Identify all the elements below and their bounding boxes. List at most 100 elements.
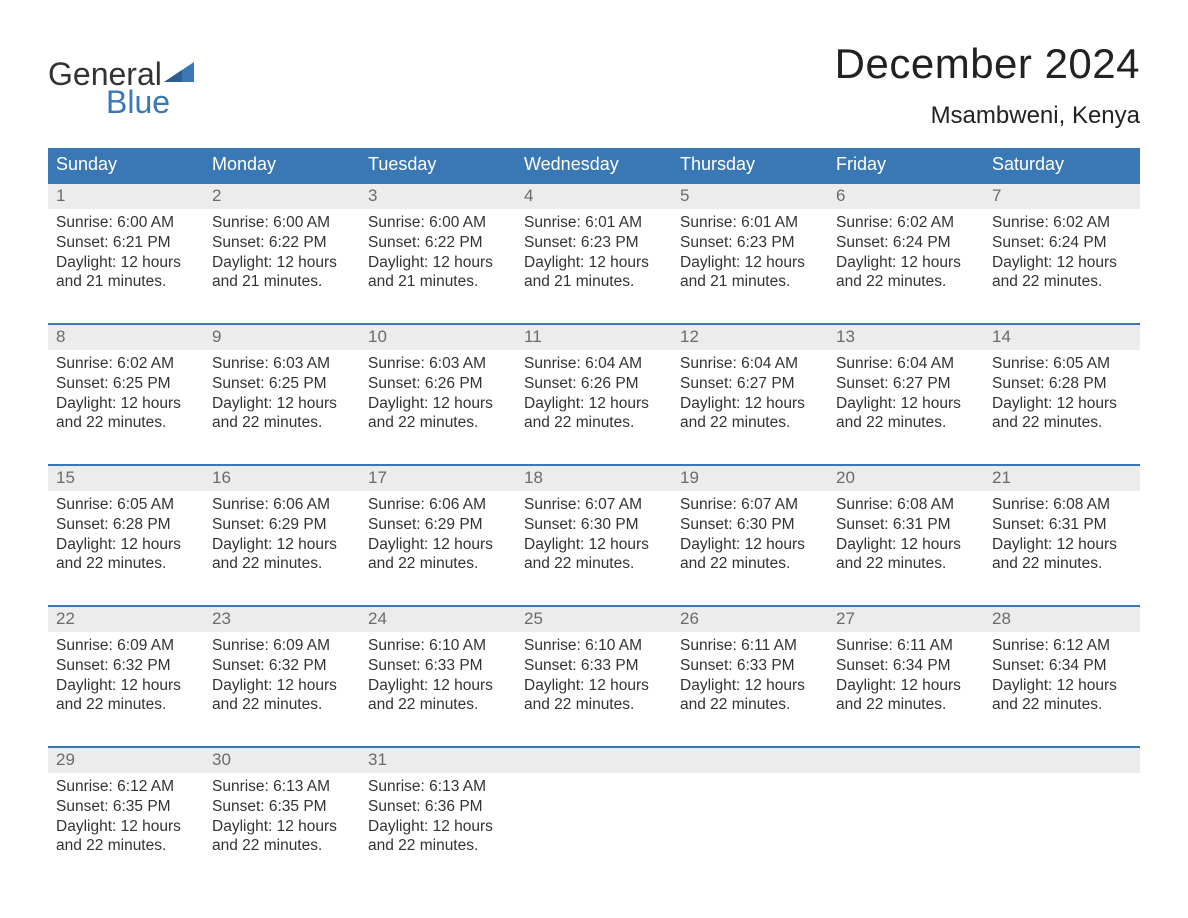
day-number: 9 [204,325,360,350]
sun-set-line: Sunset: 6:35 PM [212,797,352,817]
daylight-line: Daylight: 12 hours [56,676,196,696]
day-cell [828,773,984,869]
daylight-line: and 22 minutes. [836,413,976,433]
daylight-line: and 21 minutes. [212,272,352,292]
daylight-line: and 22 minutes. [836,695,976,715]
sun-rise-line: Sunrise: 6:01 AM [524,213,664,233]
day-number: 8 [48,325,204,350]
day-cell: Sunrise: 6:12 AMSunset: 6:34 PMDaylight:… [984,632,1140,728]
sun-rise-line: Sunrise: 6:00 AM [212,213,352,233]
sun-rise-line: Sunrise: 6:12 AM [992,636,1132,656]
daylight-line: and 22 minutes. [368,554,508,574]
sun-set-line: Sunset: 6:36 PM [368,797,508,817]
daylight-line: and 22 minutes. [212,695,352,715]
sun-set-line: Sunset: 6:29 PM [368,515,508,535]
daylight-line: Daylight: 12 hours [368,253,508,273]
day-cell: Sunrise: 6:06 AMSunset: 6:29 PMDaylight:… [204,491,360,587]
day-cell: Sunrise: 6:13 AMSunset: 6:35 PMDaylight:… [204,773,360,869]
daylight-line: Daylight: 12 hours [524,394,664,414]
day-number: 18 [516,466,672,491]
brand-line2: Blue [106,86,194,118]
day-number: 22 [48,607,204,632]
day-number: 25 [516,607,672,632]
weekday-header: Tuesday [360,148,516,182]
sun-set-line: Sunset: 6:28 PM [56,515,196,535]
daylight-line: and 22 minutes. [524,554,664,574]
day-cell: Sunrise: 6:00 AMSunset: 6:22 PMDaylight:… [204,209,360,305]
sun-set-line: Sunset: 6:25 PM [56,374,196,394]
sun-set-line: Sunset: 6:33 PM [368,656,508,676]
sun-rise-line: Sunrise: 6:11 AM [680,636,820,656]
sun-set-line: Sunset: 6:21 PM [56,233,196,253]
day-number: 31 [360,748,516,773]
daylight-line: and 21 minutes. [680,272,820,292]
sun-rise-line: Sunrise: 6:10 AM [368,636,508,656]
weekday-header: Wednesday [516,148,672,182]
daylight-line: Daylight: 12 hours [212,535,352,555]
sun-rise-line: Sunrise: 6:04 AM [836,354,976,374]
day-number: 26 [672,607,828,632]
sun-rise-line: Sunrise: 6:07 AM [680,495,820,515]
weekday-header: Sunday [48,148,204,182]
day-cell: Sunrise: 6:05 AMSunset: 6:28 PMDaylight:… [984,350,1140,446]
sun-rise-line: Sunrise: 6:05 AM [56,495,196,515]
daylight-line: and 22 minutes. [836,272,976,292]
daylight-line: Daylight: 12 hours [212,676,352,696]
day-number-row: 891011121314 [48,325,1140,350]
daylight-line: Daylight: 12 hours [836,676,976,696]
day-number: 20 [828,466,984,491]
day-cell: Sunrise: 6:07 AMSunset: 6:30 PMDaylight:… [672,491,828,587]
sun-rise-line: Sunrise: 6:09 AM [212,636,352,656]
daylight-line: and 22 minutes. [56,413,196,433]
daylight-line: Daylight: 12 hours [212,394,352,414]
sun-set-line: Sunset: 6:27 PM [680,374,820,394]
sun-set-line: Sunset: 6:23 PM [524,233,664,253]
sun-set-line: Sunset: 6:27 PM [836,374,976,394]
day-number: 13 [828,325,984,350]
sun-rise-line: Sunrise: 6:02 AM [836,213,976,233]
daylight-line: and 22 minutes. [524,695,664,715]
sun-rise-line: Sunrise: 6:02 AM [56,354,196,374]
daylight-line: Daylight: 12 hours [368,817,508,837]
sun-set-line: Sunset: 6:24 PM [992,233,1132,253]
day-cell: Sunrise: 6:13 AMSunset: 6:36 PMDaylight:… [360,773,516,869]
day-number: 29 [48,748,204,773]
day-number [672,748,828,773]
day-cell: Sunrise: 6:01 AMSunset: 6:23 PMDaylight:… [516,209,672,305]
sun-set-line: Sunset: 6:23 PM [680,233,820,253]
sun-rise-line: Sunrise: 6:04 AM [680,354,820,374]
day-number: 5 [672,184,828,209]
daylight-line: Daylight: 12 hours [680,394,820,414]
sun-rise-line: Sunrise: 6:08 AM [836,495,976,515]
sun-set-line: Sunset: 6:28 PM [992,374,1132,394]
sun-set-line: Sunset: 6:32 PM [56,656,196,676]
day-cell: Sunrise: 6:00 AMSunset: 6:22 PMDaylight:… [360,209,516,305]
sun-rise-line: Sunrise: 6:03 AM [368,354,508,374]
day-number: 6 [828,184,984,209]
day-number-row: 1234567 [48,184,1140,209]
day-number-row: 293031 [48,748,1140,773]
day-cell [516,773,672,869]
day-cell: Sunrise: 6:02 AMSunset: 6:24 PMDaylight:… [984,209,1140,305]
sun-rise-line: Sunrise: 6:10 AM [524,636,664,656]
day-number: 7 [984,184,1140,209]
month-title: December 2024 [835,40,1140,88]
day-number: 27 [828,607,984,632]
day-number: 12 [672,325,828,350]
calendar-week: 1234567Sunrise: 6:00 AMSunset: 6:21 PMDa… [48,182,1140,305]
sun-set-line: Sunset: 6:25 PM [212,374,352,394]
calendar: Sunday Monday Tuesday Wednesday Thursday… [48,148,1140,869]
calendar-week: 15161718192021Sunrise: 6:05 AMSunset: 6:… [48,464,1140,587]
daylight-line: and 22 minutes. [836,554,976,574]
daylight-line: and 22 minutes. [368,413,508,433]
weekday-header: Monday [204,148,360,182]
day-cell: Sunrise: 6:08 AMSunset: 6:31 PMDaylight:… [828,491,984,587]
sun-rise-line: Sunrise: 6:08 AM [992,495,1132,515]
sun-set-line: Sunset: 6:24 PM [836,233,976,253]
daylight-line: Daylight: 12 hours [56,817,196,837]
day-cell: Sunrise: 6:00 AMSunset: 6:21 PMDaylight:… [48,209,204,305]
daylight-line: Daylight: 12 hours [680,253,820,273]
daylight-line: Daylight: 12 hours [368,535,508,555]
sun-rise-line: Sunrise: 6:13 AM [212,777,352,797]
day-number [984,748,1140,773]
